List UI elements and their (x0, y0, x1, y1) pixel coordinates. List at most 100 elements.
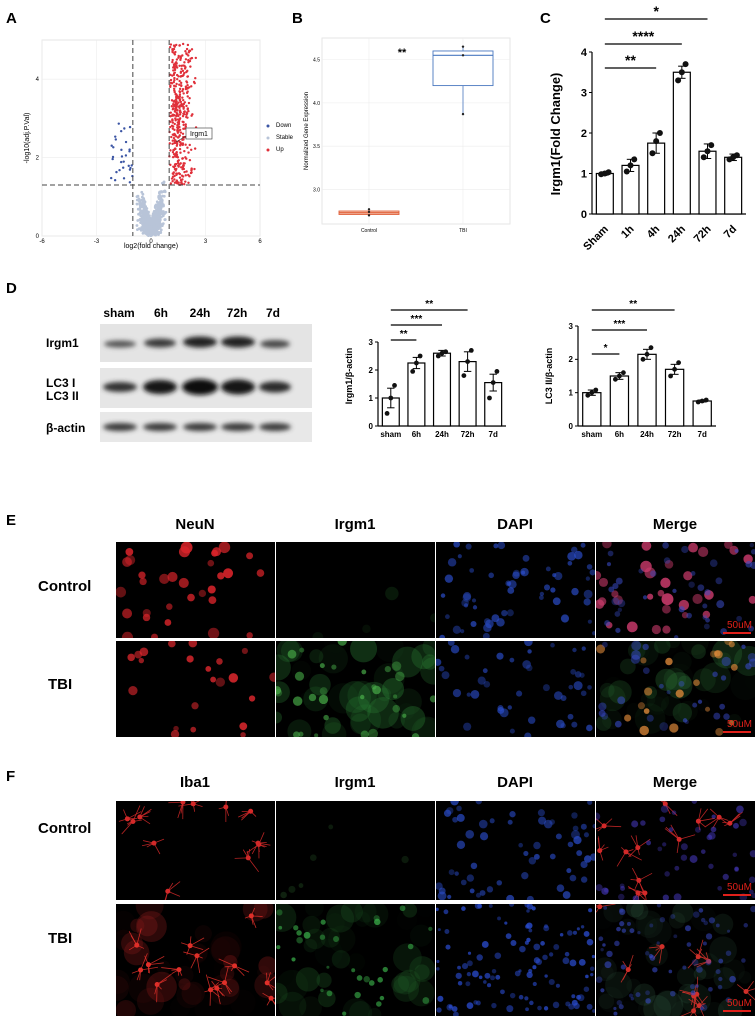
cell (518, 994, 524, 1000)
cell (616, 1000, 623, 1006)
up-point (183, 110, 186, 113)
microglia-process (697, 939, 704, 957)
diffuse-signal (655, 668, 678, 692)
cell (518, 842, 523, 848)
microglia-process (724, 822, 731, 827)
cell (556, 719, 565, 729)
up-point (175, 152, 178, 155)
cell (619, 883, 625, 889)
cell (447, 558, 457, 567)
y-tick-label: 3 (581, 87, 587, 99)
microglia-process (171, 969, 180, 974)
cell (166, 603, 173, 610)
down-point (127, 164, 130, 168)
cell (393, 694, 398, 699)
x-tick-label: 6h (412, 430, 421, 439)
microglia-process (154, 984, 158, 995)
data-point (695, 399, 701, 405)
up-point (172, 87, 176, 90)
up-point (173, 181, 177, 184)
cell (395, 671, 405, 682)
cell (303, 931, 311, 939)
stable-point (159, 190, 163, 193)
cell (312, 631, 324, 638)
cell (703, 920, 709, 926)
up-point (181, 120, 184, 124)
cell (537, 809, 545, 817)
microglia-process (745, 986, 751, 992)
stable-point (137, 227, 141, 231)
microglia-process (142, 840, 155, 844)
up-point (171, 49, 174, 53)
microglia-process (698, 820, 706, 827)
microglia-process (628, 887, 645, 894)
microglia-process (688, 998, 700, 1006)
microglia-process (690, 1010, 694, 1016)
cell (664, 871, 670, 877)
diffuse-signal (375, 641, 404, 662)
down-point (130, 164, 133, 167)
cell (359, 694, 365, 700)
cell (506, 894, 515, 900)
cell (669, 990, 676, 997)
x-tick-label: sham (581, 430, 602, 439)
diffuse-signal (693, 952, 721, 980)
significance-label: *** (614, 319, 626, 330)
diffuse-signal (414, 717, 435, 737)
cell (587, 619, 592, 624)
cell (631, 641, 642, 651)
diffuse-signal (208, 974, 240, 1006)
diffuse-signal (666, 641, 681, 649)
microglia-process (210, 989, 220, 998)
cell (116, 586, 127, 598)
up-point (169, 84, 172, 87)
cell (715, 727, 724, 736)
diffuse-signal (625, 904, 644, 918)
microglia-process (242, 849, 249, 859)
up-point (171, 119, 174, 122)
cell (645, 990, 650, 996)
up-point (171, 66, 175, 69)
microglia-process (156, 979, 167, 985)
cell (533, 853, 540, 860)
diffuse-signal (276, 904, 297, 932)
data-point (392, 383, 397, 388)
microglia-process (196, 955, 203, 959)
scale-bar (723, 731, 751, 733)
up-point (178, 64, 181, 68)
cell (613, 1011, 618, 1016)
up-point (176, 182, 179, 185)
diffuse-signal (409, 956, 435, 982)
f-control-merge: 50uM (596, 801, 755, 900)
diffuse-signal (407, 979, 435, 1007)
cell (580, 823, 587, 830)
cell (368, 728, 379, 737)
cell (720, 675, 727, 681)
cell (585, 974, 589, 979)
up-point (183, 101, 187, 104)
up-point (179, 58, 182, 62)
diffuse-signal (242, 904, 268, 922)
cell (596, 884, 603, 892)
diffuse-signal (156, 960, 171, 975)
down-point (121, 166, 125, 169)
up-point (170, 135, 173, 139)
diffuse-signal (350, 713, 371, 735)
diffuse-signal (599, 682, 615, 698)
cell (691, 801, 698, 804)
microglia-process (121, 821, 134, 835)
scale-bar-label: 50uM (726, 620, 752, 631)
cell (524, 924, 530, 929)
up-point (190, 56, 194, 60)
stable-point (160, 198, 164, 202)
diffuse-signal (135, 904, 164, 920)
cell (587, 801, 593, 805)
cell (578, 958, 586, 966)
microglia-process (247, 848, 251, 858)
microglia-process (718, 816, 731, 826)
cell (640, 820, 646, 826)
cell (308, 693, 317, 702)
cell (682, 718, 688, 723)
